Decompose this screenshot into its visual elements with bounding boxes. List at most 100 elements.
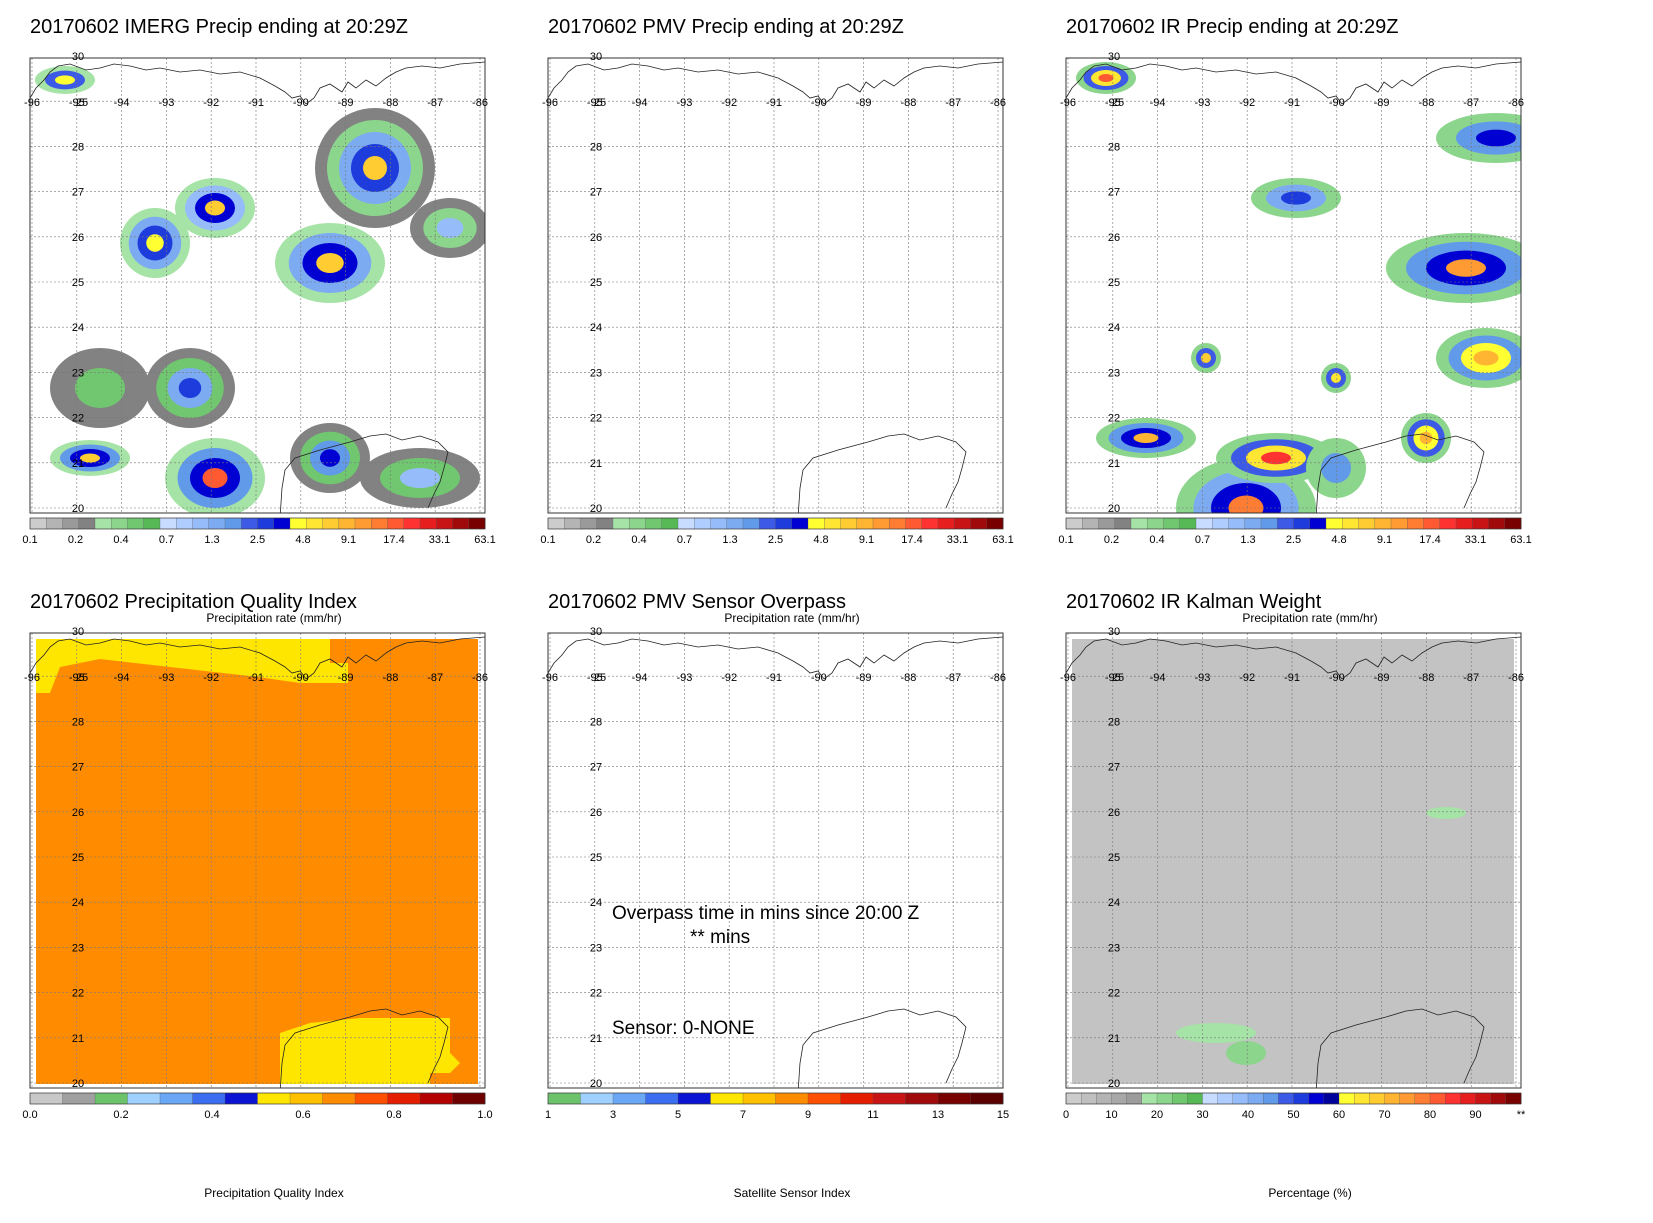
lat-label: 25 [1108,852,1120,864]
map-svg: -96 -95 -94 -93 -92 -91 -90 -89 -88 -87 -86 30 28 27 2… [1060,626,1526,1121]
lon-label: -88 [382,97,398,109]
colorbar-swatch [547,1092,581,1105]
lat-label: 24 [1108,322,1120,334]
colorbar-swatch [419,1092,453,1105]
lat-label: 25 [594,97,606,109]
lat-label: 20 [590,1078,602,1090]
lat-label: 20 [1108,503,1120,515]
lat-label: 24 [1108,897,1120,909]
colorbar-swatch [596,517,614,530]
lat-label: 25 [594,672,606,684]
lat-label: 23 [72,942,84,954]
lat-label: 20 [1108,1078,1120,1090]
colorbar-swatch [710,1092,744,1105]
colorbar-swatch [1163,517,1181,530]
colorbar-swatch [452,517,470,530]
colorbar-swatch [1439,517,1457,530]
colorbar-swatch [1338,1092,1355,1105]
lon-label: -95 [587,97,603,109]
colorbar-swatch [1065,517,1083,530]
grid [548,58,1003,513]
colorbar-swatch [629,517,646,530]
colorbar-swatch [1390,517,1408,530]
lon-label: -92 [721,97,737,109]
qi-low-area-north [36,639,348,693]
colorbar-label: Satellite Sensor Index [733,1186,851,1200]
colorbar-tick: 17.4 [1419,534,1440,546]
map-svg: -96 -95 -94 -93 -92 -91 -90 -89 -88 -87 -86 30 28 27 2… [22,626,492,1121]
colorbar-swatch [645,517,663,530]
kalman-weight-map: -96 -95 -94 -93 -92 -91 -90 -89 -88 -87 -86 30 28 27 2… [1060,626,1554,1121]
colorbar-swatch [1278,1092,1294,1105]
lon-label: -87 [427,672,443,684]
lat-label: 23 [590,942,602,954]
colorbar-swatch [29,517,47,530]
lat-label: 27 [1108,762,1120,774]
lon-label: -91 [766,672,782,684]
colorbar-swatch [1187,1092,1203,1105]
colorbar-swatch [872,1092,906,1105]
lon-label: -94 [632,672,648,684]
precip-cell [320,449,340,467]
lat-label: 26 [590,807,602,819]
colorbar-swatch [192,517,210,530]
colorbar-swatch [62,1092,96,1105]
colorbar-swatch [208,517,226,530]
lat-label: 23 [1108,367,1120,379]
colorbar-swatch [580,517,598,530]
colorbar: 1 3 5 7 9 11 13 15 [545,1092,1009,1121]
coastline [279,1008,449,1088]
colorbar-swatch [1179,517,1197,530]
lat-label: 27 [1108,187,1120,199]
colorbar-swatch [1260,517,1278,530]
lon-label: -93 [1194,672,1210,684]
colorbar-tick: 9.1 [1377,534,1392,546]
colorbar-swatch [224,517,242,530]
lon-label: -92 [203,672,219,684]
colorbar-swatch [677,517,695,530]
lon-label: -95 [587,672,603,684]
lon-label: -95 [69,672,85,684]
colorbar-swatch [111,517,128,530]
lat-label: 24 [590,322,602,334]
precip-cell [178,378,202,398]
colorbar-tick: 2.5 [768,534,783,546]
map-svg: -96 -95 -94 -93 -92 -91 -90 -89 -88 -87 -86 30 28 27 2… [1058,51,1531,546]
colorbar-swatch [289,1092,323,1105]
kalman-background [1072,639,1514,1084]
qi-high-area [36,639,478,1084]
colorbar-tick: 0.1 [540,534,555,546]
colorbar-swatch [1445,1092,1461,1105]
lon-label: -86 [1508,97,1524,109]
coastline [279,433,449,513]
colorbar-swatch [775,517,793,530]
ir-precip-map: -96 -95 -94 -93 -92 -91 -90 -89 -88 -87 -86 30 28 27 2… [1058,51,1554,546]
lat-label: 27 [72,187,84,199]
lat-label: 22 [590,413,602,425]
precip-cell [1261,451,1291,465]
precip-cell [1426,807,1466,819]
colorbar-tick: 0.4 [113,534,128,546]
sensor-overpass-map: -96 -95 -94 -93 -92 -91 -90 -89 -88 -87 -86 30 28 27 2… [542,626,1036,1121]
coastline [1066,61,1521,105]
lat-label: 25 [1108,277,1120,289]
overpass-minutes-label: ** mins [690,927,751,948]
colorbar-swatch [62,517,80,530]
colorbar: 0 10 20 30 40 50 60 70 80 90 ** [1063,1092,1526,1121]
lon-label: -94 [632,97,648,109]
colorbar: 0.1 0.2 0.4 0.7 1.3 2.5 4.8 9.1 17.4 33.1 63.1 [540,517,1014,546]
panel-title: 20170602 Precipitation Quality Index [30,591,357,613]
colorbar-swatch [645,1092,679,1105]
colorbar-swatch [224,1092,258,1105]
lon-label: -86 [1508,672,1524,684]
colorbar-swatch [1369,1092,1385,1105]
quality-index-map: -96 -95 -94 -93 -92 -91 -90 -89 -88 -87 -86 30 28 27 2… [22,626,518,1121]
precip-cell [1228,495,1264,513]
lon-label: -86 [472,672,488,684]
lat-label: 26 [590,232,602,244]
colorbar-swatch [1096,1092,1112,1105]
colorbar-swatch [1232,1092,1249,1105]
precip-cell [1226,1041,1266,1065]
lat-label: 22 [72,413,84,425]
lat-label: 26 [72,232,84,244]
